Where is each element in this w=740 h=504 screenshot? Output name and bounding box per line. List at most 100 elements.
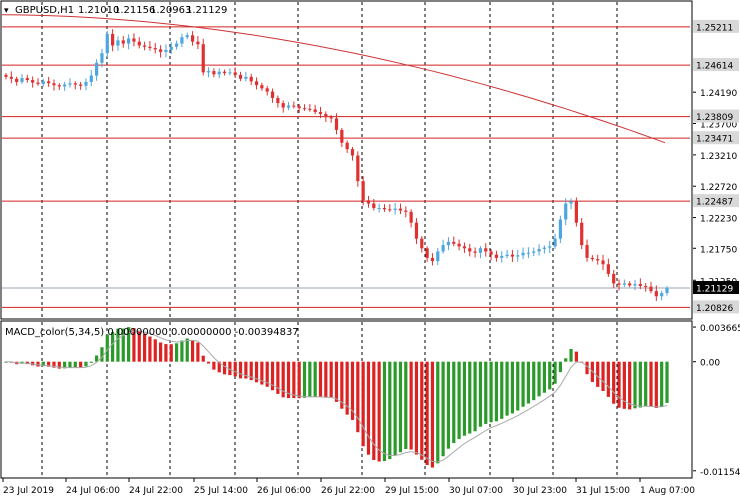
level-badge bbox=[693, 109, 739, 123]
macd-bar bbox=[510, 361, 515, 414]
candle-body bbox=[430, 257, 435, 262]
candle-body bbox=[596, 259, 600, 261]
moving-average-line bbox=[1, 14, 666, 144]
time-tick-label: 31 Jul 15:00 bbox=[576, 486, 630, 496]
candle-body bbox=[174, 43, 179, 47]
macd-bar bbox=[377, 361, 381, 462]
macd-bar bbox=[254, 361, 259, 383]
level-badge-label: 1.25211 bbox=[696, 23, 733, 33]
time-tick-label: 29 Jul 15:00 bbox=[385, 486, 439, 496]
axis-labels: 1.24190 1.23700 1.23210 1.22720 1.22230 1.217… bbox=[2, 19, 740, 496]
macd-bar bbox=[121, 328, 125, 362]
macd-bar bbox=[164, 344, 168, 362]
moving-average bbox=[1, 14, 666, 144]
candle-body bbox=[606, 264, 610, 274]
candle-body bbox=[222, 71, 227, 74]
candle-body bbox=[564, 203, 568, 220]
candle-body bbox=[185, 35, 189, 38]
macd-bar bbox=[180, 340, 184, 362]
macd-bar bbox=[158, 342, 163, 362]
macd-bar bbox=[249, 361, 253, 381]
candle-body bbox=[260, 85, 264, 89]
candle-body bbox=[148, 46, 152, 49]
macd-bar bbox=[127, 327, 131, 362]
macd-bar bbox=[366, 361, 371, 455]
candle-body bbox=[95, 62, 99, 76]
candle-body bbox=[393, 208, 397, 210]
candle-body bbox=[452, 241, 456, 244]
macd-bar bbox=[430, 361, 435, 468]
macd-bar bbox=[420, 361, 424, 460]
candle-body bbox=[660, 293, 664, 297]
candle-body bbox=[590, 257, 594, 260]
candle-body bbox=[649, 286, 653, 292]
candle-body bbox=[329, 117, 333, 119]
candle-body bbox=[127, 38, 131, 44]
macd-bar bbox=[137, 330, 141, 362]
macd-bar bbox=[462, 361, 467, 436]
macd-bar bbox=[350, 361, 355, 420]
time-tick-label: 23 Jul 2019 bbox=[3, 486, 54, 496]
macd-bar bbox=[302, 361, 307, 398]
macd-bar bbox=[313, 361, 317, 398]
candle-body bbox=[628, 283, 632, 286]
candles bbox=[4, 29, 669, 301]
price-tick-label: 1.24190 bbox=[700, 89, 737, 99]
candle-body bbox=[366, 200, 371, 204]
candle-body bbox=[388, 209, 392, 211]
candle-body bbox=[372, 203, 376, 208]
macd-bar bbox=[68, 361, 72, 368]
macd-bar bbox=[217, 361, 221, 373]
macd-bar bbox=[622, 361, 626, 409]
candle-body bbox=[36, 82, 40, 84]
candle-body bbox=[526, 252, 531, 254]
macd-bar bbox=[654, 361, 658, 408]
candle-body bbox=[41, 81, 45, 84]
candle-body bbox=[212, 71, 216, 75]
macd-bar bbox=[494, 361, 499, 422]
current-price-badge bbox=[693, 280, 739, 294]
macd-bar bbox=[318, 361, 323, 398]
candle-body bbox=[574, 201, 578, 223]
time-tick-label: 30 Jul 07:00 bbox=[449, 486, 503, 496]
macd-bar bbox=[270, 361, 275, 391]
macd-bar bbox=[585, 361, 589, 375]
macd-bar bbox=[644, 361, 648, 407]
macd-bar bbox=[148, 336, 152, 362]
candle-body bbox=[15, 78, 19, 82]
candle-body bbox=[558, 219, 562, 239]
candle-body bbox=[137, 41, 141, 46]
macd-bar bbox=[452, 361, 456, 444]
candle-body bbox=[500, 255, 504, 258]
symbol-header: GBPUSD,H1 bbox=[15, 5, 74, 16]
candle-body bbox=[286, 105, 291, 108]
price-tick-label: 1.21750 bbox=[700, 245, 737, 255]
macd-bar bbox=[612, 361, 616, 404]
level-badge bbox=[693, 194, 739, 208]
level-badge bbox=[693, 58, 739, 72]
candle-body bbox=[190, 35, 195, 42]
candle-body bbox=[111, 33, 115, 46]
macd-bar bbox=[89, 361, 93, 363]
candle-body bbox=[654, 291, 658, 297]
candle-body bbox=[633, 284, 637, 286]
macd-bar bbox=[31, 361, 35, 366]
macd-bar bbox=[244, 361, 248, 379]
macd-bar bbox=[574, 351, 578, 362]
candle-body bbox=[201, 44, 205, 73]
macd-bar bbox=[532, 361, 536, 401]
macd-bar bbox=[265, 361, 269, 387]
macd-bar bbox=[356, 361, 360, 433]
macd-bar bbox=[105, 334, 109, 362]
macd-bar bbox=[345, 361, 349, 415]
macd-signal-line bbox=[5, 330, 668, 463]
time-tick-label: 1 Aug 07:00 bbox=[640, 486, 695, 496]
candle-body bbox=[206, 71, 211, 73]
candle-body bbox=[233, 72, 237, 75]
macd-bar bbox=[398, 361, 403, 453]
candle-body bbox=[297, 106, 301, 109]
candle-body bbox=[457, 243, 461, 247]
macd-bar bbox=[516, 361, 520, 411]
macd-bar bbox=[382, 361, 387, 462]
macd-bar bbox=[478, 361, 483, 427]
